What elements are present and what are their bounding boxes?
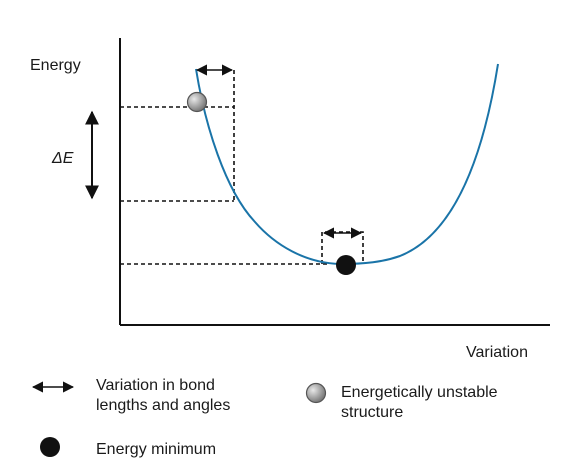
energy-minimum-marker — [336, 255, 356, 275]
energy-curve — [195, 63, 499, 266]
legend-energy-minimum-text: Energy minimum — [96, 441, 217, 458]
unstable-structure-marker — [186, 91, 208, 113]
y-axis-label: Energy — [30, 57, 81, 74]
legend-bond-variation-text: Variation in bond lengths and angles — [96, 377, 231, 414]
legend-unstable-structure-icon — [305, 382, 327, 404]
delta-e-label: ΔE — [51, 150, 74, 167]
x-axis-label: Variation — [466, 344, 528, 361]
legend-energy-minimum-icon — [40, 437, 60, 457]
legend-unstable-structure-text: Energetically unstable structure — [341, 384, 498, 421]
